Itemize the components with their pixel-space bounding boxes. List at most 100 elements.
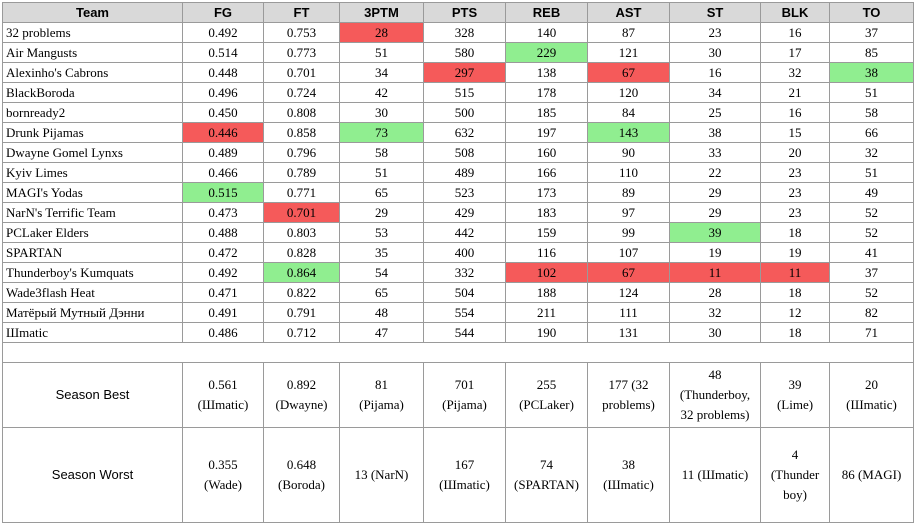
header-to[interactable]: TO bbox=[829, 2, 914, 23]
st-cell[interactable]: 34 bbox=[669, 82, 761, 103]
st-cell[interactable]: 39 bbox=[669, 222, 761, 243]
blk-cell[interactable]: 18 bbox=[760, 322, 830, 343]
team-name-cell[interactable]: Thunderboy's Kumquats bbox=[2, 262, 183, 283]
team-name-cell[interactable]: PCLaker Elders bbox=[2, 222, 183, 243]
fg-cell[interactable]: 0.515 bbox=[182, 182, 264, 203]
st-cell[interactable]: 25 bbox=[669, 102, 761, 123]
pts-cell[interactable]: 429 bbox=[423, 202, 506, 223]
season-best-3ptm-cell[interactable]: 81 (Pijama) bbox=[339, 362, 424, 428]
to-cell[interactable]: 52 bbox=[829, 202, 914, 223]
to-cell[interactable]: 58 bbox=[829, 102, 914, 123]
pts-cell[interactable]: 489 bbox=[423, 162, 506, 183]
ft-cell[interactable]: 0.789 bbox=[263, 162, 340, 183]
fg-cell[interactable]: 0.450 bbox=[182, 102, 264, 123]
ft-cell[interactable]: 0.712 bbox=[263, 322, 340, 343]
3ptm-cell[interactable]: 65 bbox=[339, 182, 424, 203]
blk-cell[interactable]: 32 bbox=[760, 62, 830, 83]
header-reb[interactable]: REB bbox=[505, 2, 588, 23]
fg-cell[interactable]: 0.466 bbox=[182, 162, 264, 183]
reb-cell[interactable]: 166 bbox=[505, 162, 588, 183]
reb-cell[interactable]: 188 bbox=[505, 282, 588, 303]
st-cell[interactable]: 16 bbox=[669, 62, 761, 83]
pts-cell[interactable]: 332 bbox=[423, 262, 506, 283]
pts-cell[interactable]: 328 bbox=[423, 22, 506, 43]
fg-cell[interactable]: 0.491 bbox=[182, 302, 264, 323]
ast-cell[interactable]: 111 bbox=[587, 302, 670, 323]
pts-cell[interactable]: 504 bbox=[423, 282, 506, 303]
reb-cell[interactable]: 138 bbox=[505, 62, 588, 83]
st-cell[interactable]: 19 bbox=[669, 242, 761, 263]
reb-cell[interactable]: 197 bbox=[505, 122, 588, 143]
blk-cell[interactable]: 23 bbox=[760, 182, 830, 203]
ft-cell[interactable]: 0.808 bbox=[263, 102, 340, 123]
ast-cell[interactable]: 67 bbox=[587, 62, 670, 83]
ft-cell[interactable]: 0.803 bbox=[263, 222, 340, 243]
team-name-cell[interactable]: Dwayne Gomel Lynxs bbox=[2, 142, 183, 163]
reb-cell[interactable]: 173 bbox=[505, 182, 588, 203]
team-name-cell[interactable]: Drunk Pijamas bbox=[2, 122, 183, 143]
team-name-cell[interactable]: Kyiv Limes bbox=[2, 162, 183, 183]
team-name-cell[interactable]: Шmatic bbox=[2, 322, 183, 343]
season-best-blk-cell[interactable]: 39 (Lime) bbox=[760, 362, 830, 428]
reb-cell[interactable]: 102 bbox=[505, 262, 588, 283]
blk-cell[interactable]: 21 bbox=[760, 82, 830, 103]
blk-cell[interactable]: 23 bbox=[760, 162, 830, 183]
3ptm-cell[interactable]: 35 bbox=[339, 242, 424, 263]
reb-cell[interactable]: 185 bbox=[505, 102, 588, 123]
3ptm-cell[interactable]: 65 bbox=[339, 282, 424, 303]
ft-cell[interactable]: 0.828 bbox=[263, 242, 340, 263]
pts-cell[interactable]: 544 bbox=[423, 322, 506, 343]
blk-cell[interactable]: 16 bbox=[760, 102, 830, 123]
to-cell[interactable]: 82 bbox=[829, 302, 914, 323]
3ptm-cell[interactable]: 54 bbox=[339, 262, 424, 283]
st-cell[interactable]: 38 bbox=[669, 122, 761, 143]
season-best-to-cell[interactable]: 20 (Шmatic) bbox=[829, 362, 914, 428]
st-cell[interactable]: 28 bbox=[669, 282, 761, 303]
fg-cell[interactable]: 0.492 bbox=[182, 22, 264, 43]
pts-cell[interactable]: 500 bbox=[423, 102, 506, 123]
blk-cell[interactable]: 19 bbox=[760, 242, 830, 263]
to-cell[interactable]: 51 bbox=[829, 162, 914, 183]
ast-cell[interactable]: 84 bbox=[587, 102, 670, 123]
ast-cell[interactable]: 110 bbox=[587, 162, 670, 183]
3ptm-cell[interactable]: 47 bbox=[339, 322, 424, 343]
to-cell[interactable]: 41 bbox=[829, 242, 914, 263]
pts-cell[interactable]: 554 bbox=[423, 302, 506, 323]
season-worst-fg-cell[interactable]: 0.355 (Wade) bbox=[182, 427, 264, 523]
reb-cell[interactable]: 211 bbox=[505, 302, 588, 323]
to-cell[interactable]: 38 bbox=[829, 62, 914, 83]
ast-cell[interactable]: 143 bbox=[587, 122, 670, 143]
3ptm-cell[interactable]: 51 bbox=[339, 162, 424, 183]
st-cell[interactable]: 29 bbox=[669, 182, 761, 203]
season-best-ft-cell[interactable]: 0.892 (Dwayne) bbox=[263, 362, 340, 428]
reb-cell[interactable]: 140 bbox=[505, 22, 588, 43]
season-best-st-cell[interactable]: 48 (Thunderboy, 32 problems) bbox=[669, 362, 761, 428]
ast-cell[interactable]: 89 bbox=[587, 182, 670, 203]
ast-cell[interactable]: 107 bbox=[587, 242, 670, 263]
ft-cell[interactable]: 0.791 bbox=[263, 302, 340, 323]
team-name-cell[interactable]: 32 problems bbox=[2, 22, 183, 43]
st-cell[interactable]: 30 bbox=[669, 322, 761, 343]
fg-cell[interactable]: 0.492 bbox=[182, 262, 264, 283]
blk-cell[interactable]: 15 bbox=[760, 122, 830, 143]
reb-cell[interactable]: 159 bbox=[505, 222, 588, 243]
ft-cell[interactable]: 0.822 bbox=[263, 282, 340, 303]
season-worst-pts-cell[interactable]: 167 (Шmatic) bbox=[423, 427, 506, 523]
st-cell[interactable]: 29 bbox=[669, 202, 761, 223]
fg-cell[interactable]: 0.486 bbox=[182, 322, 264, 343]
season-worst-ast-cell[interactable]: 38 (Шmatic) bbox=[587, 427, 670, 523]
to-cell[interactable]: 66 bbox=[829, 122, 914, 143]
ft-cell[interactable]: 0.771 bbox=[263, 182, 340, 203]
ast-cell[interactable]: 124 bbox=[587, 282, 670, 303]
ast-cell[interactable]: 120 bbox=[587, 82, 670, 103]
ast-cell[interactable]: 121 bbox=[587, 42, 670, 63]
fg-cell[interactable]: 0.514 bbox=[182, 42, 264, 63]
blk-cell[interactable]: 20 bbox=[760, 142, 830, 163]
reb-cell[interactable]: 190 bbox=[505, 322, 588, 343]
team-name-cell[interactable]: MAGI's Yodas bbox=[2, 182, 183, 203]
season-best-fg-cell[interactable]: 0.561 (Шmatic) bbox=[182, 362, 264, 428]
blk-cell[interactable]: 11 bbox=[760, 262, 830, 283]
ast-cell[interactable]: 99 bbox=[587, 222, 670, 243]
blk-cell[interactable]: 17 bbox=[760, 42, 830, 63]
team-name-cell[interactable]: bornready2 bbox=[2, 102, 183, 123]
